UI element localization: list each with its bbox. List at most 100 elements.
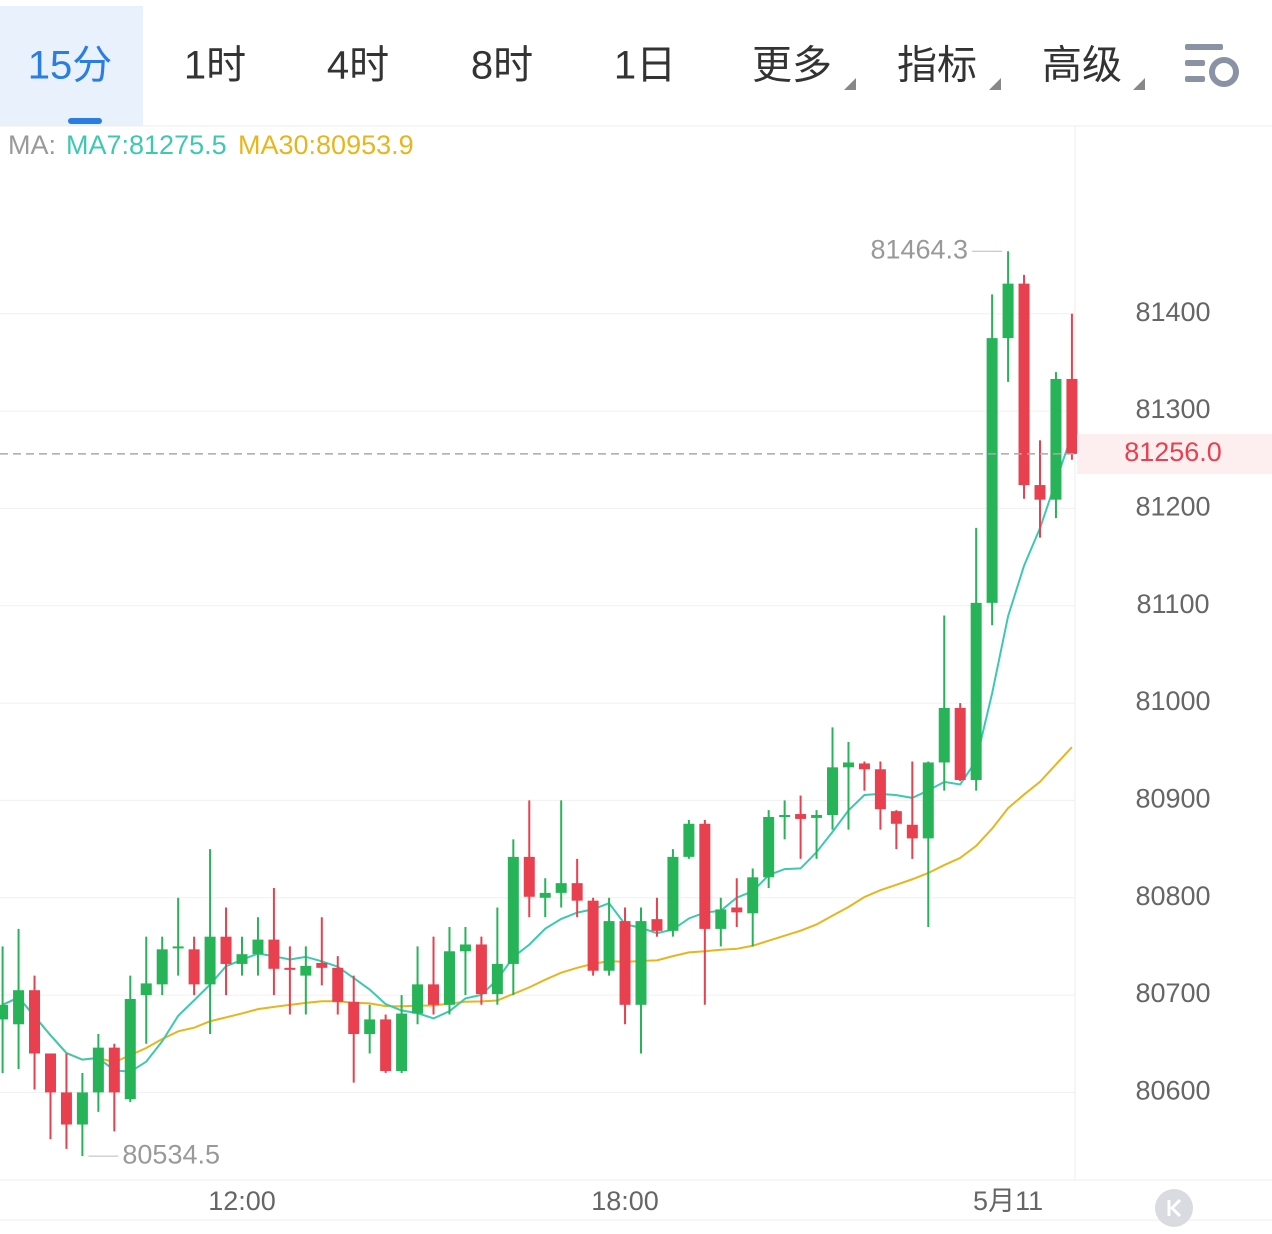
legend-prefix: MA:: [8, 130, 56, 160]
candle-body: [108, 1047, 120, 1093]
candle-body: [1018, 283, 1030, 486]
candle-body: [316, 962, 328, 968]
candle-body: [252, 939, 264, 955]
candle-body: [922, 762, 934, 839]
y-tick-label: 80600: [1135, 1076, 1210, 1106]
tab[interactable]: 指标: [897, 44, 977, 88]
candle-body: [332, 967, 344, 1002]
icon-bar: [1185, 44, 1223, 50]
y-tick-label: 81300: [1135, 394, 1210, 424]
candle-body: [842, 762, 854, 768]
high-label: 81464.3: [870, 234, 968, 264]
candle-body: [890, 811, 902, 824]
candle-body: [619, 921, 631, 1005]
candle-body: [1002, 283, 1014, 339]
tab[interactable]: 8时: [471, 44, 533, 88]
x-tick-label: 5月11: [973, 1186, 1043, 1216]
candle-body: [667, 856, 679, 931]
candle-body: [156, 949, 168, 985]
tab[interactable]: 15分: [28, 44, 113, 88]
candle-body: [1034, 485, 1046, 500]
candle-body: [13, 990, 25, 1025]
candle-body: [1066, 378, 1078, 454]
candle-body: [0, 1004, 9, 1020]
active-tab-bg: [0, 6, 143, 126]
candle-body: [587, 900, 599, 971]
candle-body: [683, 823, 695, 857]
candle-body: [731, 907, 743, 913]
tab[interactable]: 高级: [1042, 44, 1122, 88]
icon-bar: [1185, 60, 1205, 66]
button-glyph: [1167, 1198, 1182, 1218]
x-tick-label: 12:00: [208, 1186, 276, 1216]
candle-body: [268, 939, 280, 969]
candle-body: [571, 883, 583, 901]
candle-body: [284, 967, 296, 970]
candle-body: [635, 921, 647, 1005]
settings-icon[interactable]: [1185, 44, 1239, 87]
candle-body: [938, 707, 950, 763]
tab[interactable]: 1日: [614, 44, 676, 88]
candle-body: [779, 815, 791, 818]
candle-body: [412, 984, 424, 1014]
candle-body: [475, 944, 487, 995]
candle-body: [443, 951, 455, 1005]
y-tick-label: 81400: [1135, 297, 1210, 327]
last-price-label: 81256.0: [1124, 437, 1222, 467]
ma7-line: [2, 434, 1073, 1073]
candle-body: [715, 909, 727, 929]
candle-body: [507, 856, 519, 964]
low-label: 80534.5: [122, 1139, 220, 1169]
candle-body: [811, 815, 823, 818]
candle-body: [699, 823, 711, 929]
candle-body: [300, 965, 312, 976]
candle-body: [236, 954, 248, 964]
candle-body: [795, 814, 807, 819]
candle-body: [523, 856, 535, 897]
candle-body: [906, 824, 918, 839]
candle-body: [140, 983, 152, 996]
dropdown-triangles: [844, 78, 1145, 90]
candle-body: [76, 1092, 88, 1125]
ma7-legend: MA7:81275.5: [66, 130, 227, 160]
candle-body: [1050, 378, 1062, 500]
last-price-bg: [1077, 433, 1272, 474]
icon-gear: [1209, 57, 1239, 87]
candle-body: [364, 1019, 376, 1035]
candle-body: [858, 763, 870, 770]
tab[interactable]: 4时: [327, 44, 389, 88]
ma30-legend: MA30:80953.9: [238, 130, 414, 160]
candle-body: [459, 944, 471, 952]
candle-body: [763, 816, 775, 878]
ma30-line: [2, 746, 1073, 1064]
tab[interactable]: 更多: [752, 44, 832, 88]
candle-body: [92, 1047, 104, 1093]
candle-body: [874, 769, 886, 810]
candle-body: [188, 949, 200, 985]
candle-body: [651, 919, 663, 931]
candle-body: [491, 963, 503, 995]
y-tick-label: 81200: [1135, 492, 1210, 522]
y-tick-label: 80900: [1135, 784, 1210, 814]
candle-body: [986, 338, 998, 603]
tab[interactable]: 1时: [184, 44, 246, 88]
y-tick-label: 81000: [1135, 686, 1210, 716]
candle-body: [29, 990, 41, 1054]
x-tick-label: 18:00: [591, 1186, 659, 1216]
active-tab-indicator: [68, 118, 102, 124]
y-tick-label: 80800: [1135, 881, 1210, 911]
candle-body: [204, 936, 216, 985]
candle-body: [954, 707, 966, 780]
y-tick-label: 80700: [1135, 978, 1210, 1008]
candle-body: [220, 936, 232, 964]
candle-body: [380, 1019, 392, 1071]
candle-body: [428, 984, 440, 1005]
candle-body: [827, 767, 839, 816]
candle-body: [396, 1013, 408, 1071]
icon-bar: [1185, 76, 1205, 82]
candle-body: [747, 877, 759, 914]
candle-body: [970, 602, 982, 780]
candle-body: [348, 1001, 360, 1035]
candle-body: [555, 883, 567, 893]
